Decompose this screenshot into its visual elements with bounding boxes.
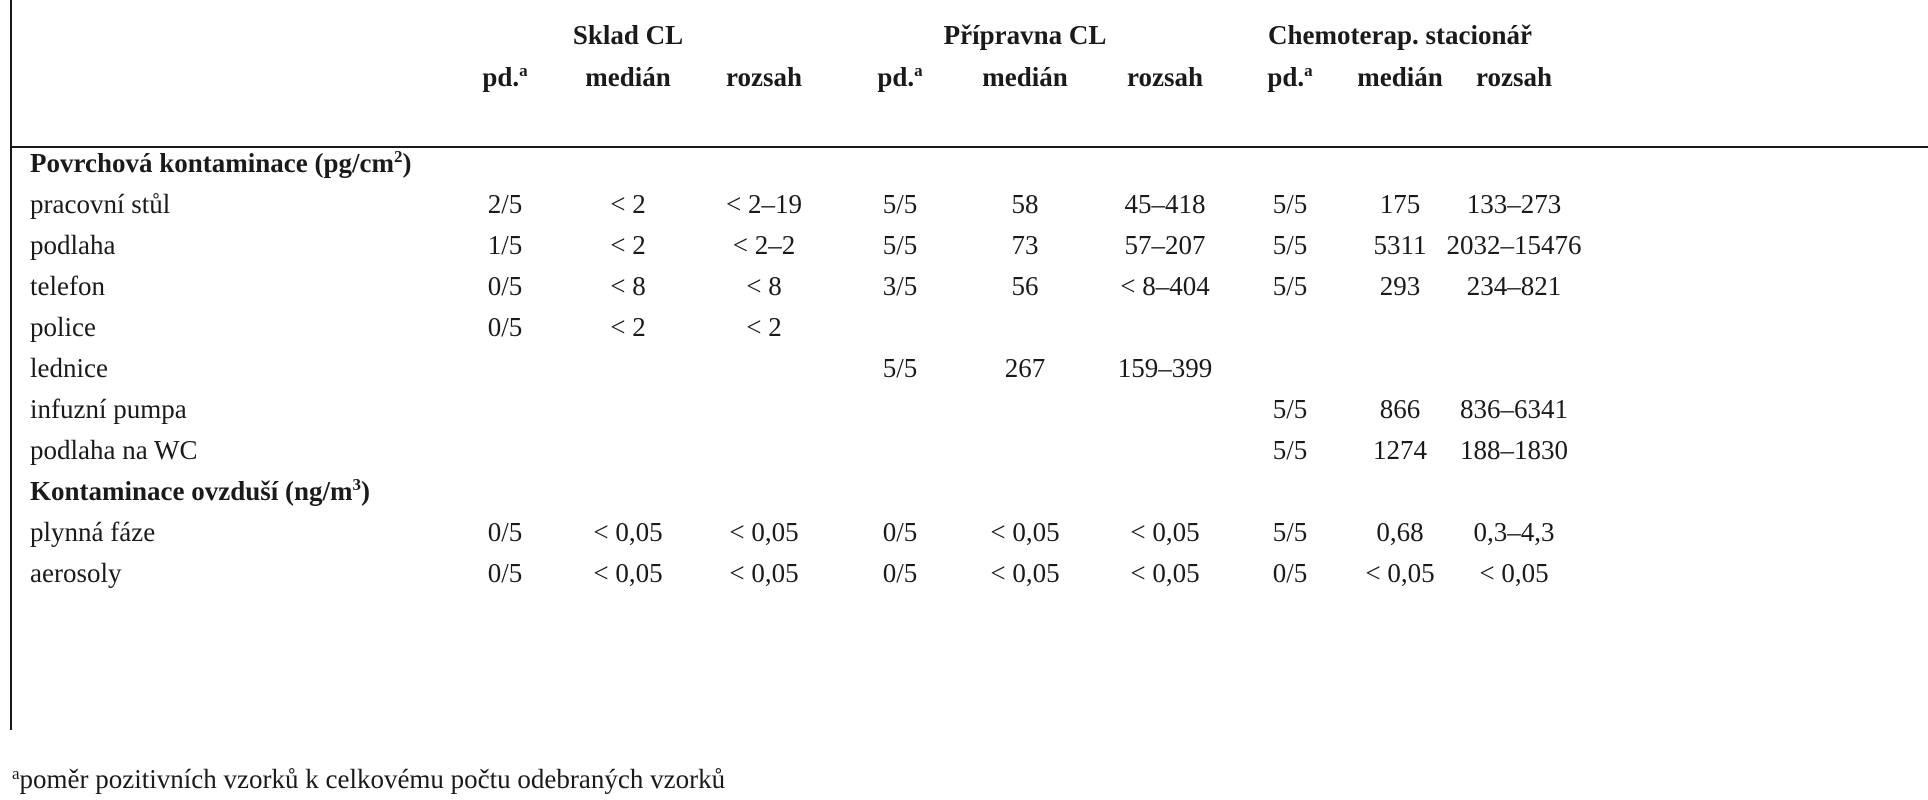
section-title-end: )	[402, 148, 412, 178]
table-cell: 293	[1379, 271, 1421, 301]
table-cell: < 2	[610, 230, 646, 260]
footnote-marker: a	[12, 764, 20, 783]
table-cell: < 0,05	[729, 517, 799, 547]
row-label: police	[30, 312, 96, 342]
table-cell: 866	[1379, 394, 1421, 424]
table-cell: < 2	[610, 189, 646, 219]
column-header-pd: pd.a	[1267, 61, 1313, 92]
table-frame	[10, 0, 1928, 730]
table-cell: 0/5	[487, 517, 523, 547]
table-cell: 0/5	[1272, 558, 1308, 588]
table-cell: < 0,05	[1130, 517, 1200, 547]
table-cell: 5/5	[1272, 271, 1308, 301]
table-cell: 5/5	[882, 353, 918, 383]
table-cell: 159–399	[1117, 353, 1213, 383]
table-left-rule	[10, 0, 12, 730]
table-cell: < 2–19	[726, 189, 802, 219]
table-cell: 133–273	[1466, 189, 1562, 219]
table-cell: < 8	[746, 271, 782, 301]
table-cell: 0/5	[487, 558, 523, 588]
column-header-pd: pd.a	[877, 61, 923, 92]
table-cell: 2032–15476	[1446, 230, 1582, 260]
table-cell: 5/5	[1272, 517, 1308, 547]
table-cell: 188–1830	[1460, 435, 1568, 465]
column-header-range: rozsah	[1475, 62, 1553, 92]
table-cell: 234–821	[1466, 271, 1562, 301]
table-cell: 5/5	[1272, 435, 1308, 465]
unit-exponent: 3	[352, 475, 362, 494]
header-rule	[12, 146, 1928, 148]
unit-exponent: 2	[393, 147, 403, 166]
table-cell: 0,3–4,3	[1473, 517, 1555, 547]
row-label: plynná fáze	[30, 517, 156, 547]
table-cell: 836–6341	[1460, 394, 1568, 424]
table-cell: 45–418	[1124, 189, 1206, 219]
table-cell: < 2	[610, 312, 646, 342]
table-cell: < 0,05	[990, 517, 1060, 547]
footnote: apoměr pozitivních vzorků k celkovému po…	[12, 764, 725, 795]
section-title-text: Povrchová kontaminace (pg/cm	[30, 148, 394, 178]
table-cell: 5/5	[1272, 394, 1308, 424]
row-label: aerosoly	[30, 558, 122, 588]
column-header-range: rozsah	[1126, 62, 1204, 92]
section-title-text: Kontaminace ovzduší (ng/m	[30, 476, 353, 506]
column-header-median: medián	[1357, 62, 1443, 92]
table-cell: < 0,05	[1365, 558, 1435, 588]
table-cell: < 0,05	[593, 517, 663, 547]
section-title: Kontaminace ovzduší (ng/m3)	[30, 475, 371, 506]
row-label: pracovní stůl	[30, 189, 171, 219]
row-label: podlaha	[30, 230, 116, 260]
table-cell: < 0,05	[593, 558, 663, 588]
table-cell: 5/5	[882, 189, 918, 219]
column-header-median: medián	[982, 62, 1068, 92]
table-cell: 0/5	[487, 312, 523, 342]
table-cell: 2/5	[487, 189, 523, 219]
table-cell: 267	[1004, 353, 1046, 383]
section-title: Povrchová kontaminace (pg/cm2)	[30, 147, 412, 178]
table-cell: < 0,05	[729, 558, 799, 588]
table-cell: 5311	[1373, 230, 1427, 260]
table-cell: < 2–2	[732, 230, 796, 260]
table-cell: 0/5	[487, 271, 523, 301]
table-cell: 5/5	[1272, 189, 1308, 219]
table-cell: 57–207	[1124, 230, 1206, 260]
table-cell: < 0,05	[1130, 558, 1200, 588]
footnote-marker: a	[914, 61, 923, 80]
column-header-pd-label: pd.	[877, 62, 915, 92]
column-group-header: Přípravna CL	[943, 20, 1107, 50]
row-label: lednice	[30, 353, 108, 383]
row-label: telefon	[30, 271, 105, 301]
section-title-end: )	[361, 476, 371, 506]
table-cell: 0/5	[882, 517, 918, 547]
footnote-marker: a	[1304, 61, 1313, 80]
table-cell: < 2	[746, 312, 782, 342]
table-cell: 1/5	[487, 230, 523, 260]
table-cell: 175	[1379, 189, 1421, 219]
row-label: podlaha na WC	[30, 435, 198, 465]
table-cell: < 8	[610, 271, 646, 301]
table-cell: < 0,05	[990, 558, 1060, 588]
table-cell: < 0,05	[1479, 558, 1549, 588]
column-header-range: rozsah	[725, 62, 803, 92]
column-header-pd-label: pd.	[482, 62, 520, 92]
column-group-header: Chemoterap. stacionář	[1268, 20, 1532, 50]
column-header-median: medián	[585, 62, 671, 92]
table-cell: 5/5	[1272, 230, 1308, 260]
table-cell: 5/5	[882, 230, 918, 260]
table-cell: 58	[1011, 189, 1039, 219]
table-cell: 73	[1011, 230, 1039, 260]
footnote-text: poměr pozitivních vzorků k celkovému poč…	[19, 764, 726, 794]
table-cell: 0,68	[1376, 517, 1424, 547]
row-label: infuzní pumpa	[30, 394, 187, 424]
table-cell: 3/5	[882, 271, 918, 301]
column-group-header: Sklad CL	[572, 20, 684, 50]
table-cell: 1274	[1373, 435, 1427, 465]
column-header-pd: pd.a	[482, 61, 528, 92]
column-header-pd-label: pd.	[1267, 62, 1305, 92]
table-cell: < 8–404	[1120, 271, 1210, 301]
table-cell: 0/5	[882, 558, 918, 588]
footnote-marker: a	[519, 61, 528, 80]
table-cell: 56	[1011, 271, 1039, 301]
